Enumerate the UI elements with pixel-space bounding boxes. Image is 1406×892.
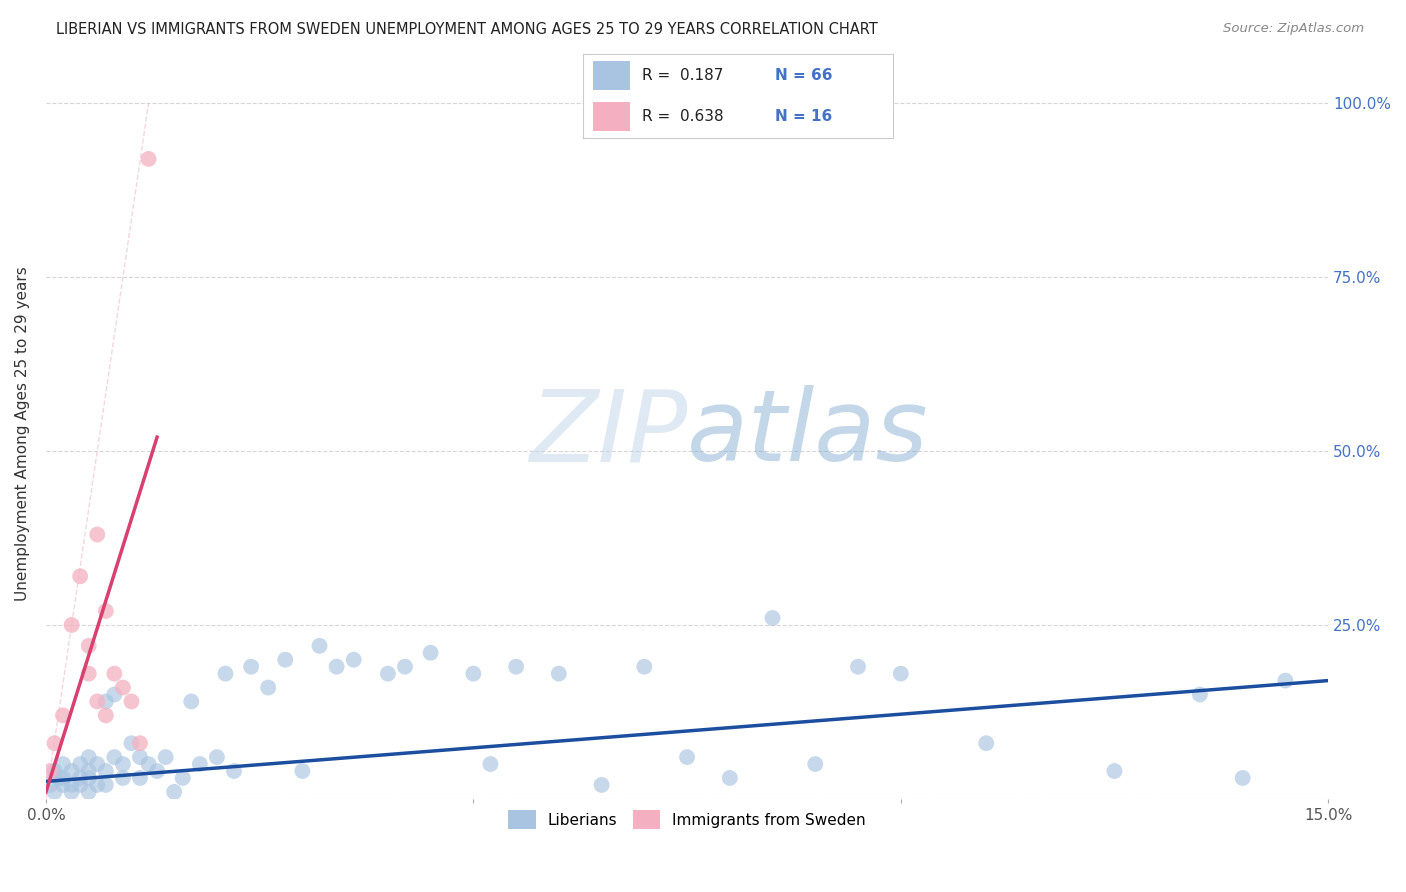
Point: [505, 659, 527, 673]
Point: [120, 694, 142, 708]
Point: [205, 750, 228, 764]
Point: [129, 750, 152, 764]
Point: [39, 778, 62, 792]
Point: [77, 771, 100, 785]
Point: [974, 736, 997, 750]
Point: [69, 569, 91, 583]
Point: [39, 764, 62, 778]
Point: [633, 659, 655, 673]
Point: [86, 778, 108, 792]
Point: [308, 639, 330, 653]
Point: [1104, 764, 1126, 778]
Point: [377, 666, 399, 681]
Point: [129, 736, 152, 750]
Point: [60, 618, 83, 632]
Point: [111, 757, 134, 772]
Point: [69, 757, 91, 772]
Point: [1232, 771, 1254, 785]
Point: [94, 604, 117, 618]
Bar: [593, 62, 630, 90]
Point: [890, 666, 912, 681]
Point: [44, 785, 66, 799]
Point: [463, 666, 485, 681]
Point: [103, 750, 125, 764]
Point: [86, 527, 108, 541]
Point: [155, 750, 177, 764]
Point: [86, 757, 108, 772]
Point: [94, 764, 117, 778]
Point: [77, 764, 100, 778]
Point: [676, 750, 699, 764]
Point: [77, 666, 100, 681]
Text: ZIP: ZIP: [529, 385, 688, 483]
Point: [240, 659, 263, 673]
Point: [44, 764, 66, 778]
Point: [52, 771, 75, 785]
Point: [60, 785, 83, 799]
Point: [214, 666, 236, 681]
Point: [60, 778, 83, 792]
Point: [129, 771, 152, 785]
Text: atlas: atlas: [688, 385, 929, 483]
Point: [180, 694, 202, 708]
Point: [69, 771, 91, 785]
Point: [103, 666, 125, 681]
Point: [163, 785, 186, 799]
Bar: [593, 102, 630, 130]
Point: [274, 653, 297, 667]
Point: [103, 688, 125, 702]
Point: [77, 785, 100, 799]
Point: [94, 778, 117, 792]
Point: [291, 764, 314, 778]
Text: R =  0.638: R = 0.638: [643, 109, 724, 124]
Point: [138, 152, 160, 166]
Point: [343, 653, 366, 667]
Point: [1274, 673, 1296, 688]
Point: [52, 757, 75, 772]
Y-axis label: Unemployment Among Ages 25 to 29 years: Unemployment Among Ages 25 to 29 years: [15, 267, 30, 601]
Point: [52, 708, 75, 723]
Point: [804, 757, 827, 772]
Point: [846, 659, 869, 673]
Point: [77, 750, 100, 764]
Point: [146, 764, 169, 778]
Point: [257, 681, 280, 695]
Point: [120, 736, 142, 750]
Point: [188, 757, 211, 772]
Point: [479, 757, 502, 772]
Point: [48, 771, 70, 785]
Text: N = 66: N = 66: [775, 68, 832, 83]
Point: [547, 666, 569, 681]
Text: N = 16: N = 16: [775, 109, 832, 124]
Point: [222, 764, 245, 778]
Point: [69, 778, 91, 792]
Text: R =  0.187: R = 0.187: [643, 68, 724, 83]
Point: [325, 659, 347, 673]
Point: [394, 659, 416, 673]
Point: [111, 681, 134, 695]
Point: [86, 694, 108, 708]
Point: [77, 639, 100, 653]
Point: [60, 764, 83, 778]
Point: [44, 736, 66, 750]
Legend: Liberians, Immigrants from Sweden: Liberians, Immigrants from Sweden: [502, 805, 872, 835]
Point: [94, 694, 117, 708]
Text: LIBERIAN VS IMMIGRANTS FROM SWEDEN UNEMPLOYMENT AMONG AGES 25 TO 29 YEARS CORREL: LIBERIAN VS IMMIGRANTS FROM SWEDEN UNEMP…: [56, 22, 877, 37]
Point: [591, 778, 613, 792]
Point: [94, 708, 117, 723]
Point: [718, 771, 741, 785]
Point: [111, 771, 134, 785]
Point: [1188, 688, 1211, 702]
Point: [52, 778, 75, 792]
Text: Source: ZipAtlas.com: Source: ZipAtlas.com: [1223, 22, 1364, 36]
Point: [419, 646, 441, 660]
Point: [761, 611, 783, 625]
Point: [138, 757, 160, 772]
Point: [172, 771, 194, 785]
